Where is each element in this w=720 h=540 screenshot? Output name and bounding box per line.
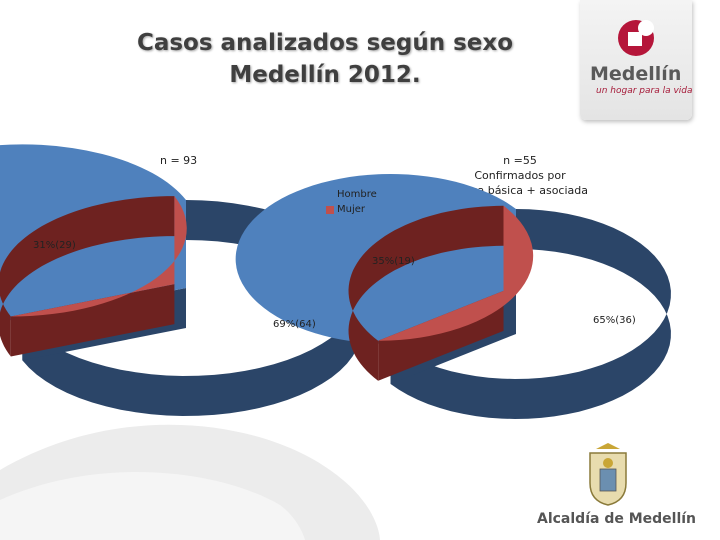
chart-title-line1: Casos analizados según sexo	[136, 30, 514, 56]
legend-swatch-hombre	[326, 190, 334, 199]
chart-legend: Hombre Mujer	[326, 187, 377, 217]
legend-swatch-mujer	[326, 205, 334, 214]
left-pie-mujer-label: 31%(29)	[33, 240, 76, 251]
legend-item-hombre: Hombre	[326, 187, 377, 202]
left-pie-hombre-label: 69%(64)	[273, 319, 316, 330]
legend-label-hombre: Hombre	[337, 189, 377, 200]
alcaldia-crest	[589, 443, 627, 506]
right-pie-mujer-slice	[378, 205, 534, 341]
left-pie-mujer-side	[0, 196, 175, 357]
medellin-logo-text: Medellín	[590, 63, 682, 85]
left-pie-mujer-cut-1	[10, 284, 175, 357]
medellin-logo-slogan: un hogar para la vida	[596, 86, 693, 96]
legend-label-mujer: Mujer	[337, 204, 366, 215]
alcaldia-text: Alcaldía de Medellín	[537, 511, 697, 527]
legend-item-mujer: Mujer	[326, 202, 377, 217]
chart-title-line2: Medellín 2012.	[229, 62, 421, 88]
right-pie-hombre-label: 65%(36)	[593, 315, 636, 326]
right-pie-mujer-label: 35%(19)	[372, 256, 415, 267]
left-pie-subtitle: n = 93	[160, 154, 198, 167]
right-pie-subtitle-line1: n =55	[503, 154, 537, 167]
medellin-logo-mark	[618, 20, 654, 56]
right-pie-mujer-side	[348, 205, 504, 381]
medellin-logo	[580, 0, 692, 120]
right-pie-hombre-side	[390, 209, 671, 419]
right-pie-subtitle-line2: Confirmados por	[474, 169, 566, 182]
